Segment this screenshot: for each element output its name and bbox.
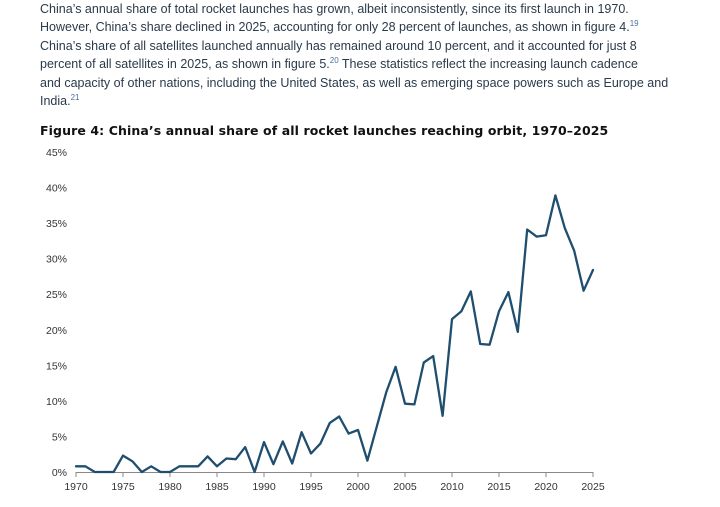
data-point xyxy=(451,318,453,320)
data-point xyxy=(319,442,321,445)
data-point xyxy=(291,462,293,465)
data-point xyxy=(564,227,566,229)
data-point xyxy=(310,452,312,455)
data-point xyxy=(507,291,509,293)
data-point xyxy=(244,446,246,448)
data-point xyxy=(442,415,444,417)
data-point xyxy=(526,228,528,231)
data-point xyxy=(263,441,265,443)
body-line-4-text-b: These statistics reflect the increasing … xyxy=(338,57,638,72)
data-point xyxy=(385,391,387,393)
data-point xyxy=(254,471,256,473)
data-point xyxy=(545,234,547,236)
x-tick-label: 2010 xyxy=(440,481,464,493)
data-point xyxy=(395,366,397,368)
data-point xyxy=(113,471,115,473)
data-point xyxy=(160,471,162,473)
data-point xyxy=(235,458,237,460)
data-point xyxy=(75,465,77,467)
data-point xyxy=(272,463,274,465)
data-point xyxy=(282,440,284,443)
y-tick-label: 10% xyxy=(46,396,67,408)
data-point xyxy=(141,471,143,473)
data-point xyxy=(376,425,378,428)
data-point xyxy=(366,460,368,462)
data-point xyxy=(592,269,594,271)
body-line-1: China’s annual share of total rocket lau… xyxy=(40,2,629,16)
x-tick-label: 2025 xyxy=(581,481,605,493)
data-point xyxy=(188,465,190,467)
y-axis-ticks: 0% 5% 10% 15% 20% 25% 30% 35% 40% 45% xyxy=(46,147,67,479)
data-point xyxy=(103,471,105,473)
body-line-4: percent of all satellites in 2025, as sh… xyxy=(40,55,680,73)
x-tick-label: 1970 xyxy=(64,481,88,493)
data-point xyxy=(517,331,519,333)
data-point xyxy=(432,355,434,357)
data-point xyxy=(338,415,340,418)
data-point xyxy=(348,433,350,435)
y-tick-label: 15% xyxy=(46,360,67,372)
body-line-6: India.21 xyxy=(40,92,680,110)
body-line-4-text-a: percent of all satellites in 2025, as sh… xyxy=(40,57,330,72)
data-point xyxy=(498,310,500,312)
x-tick-label: 1985 xyxy=(205,481,229,493)
data-point xyxy=(225,457,227,460)
data-point xyxy=(404,403,406,405)
footnote-19[interactable]: 19 xyxy=(629,19,639,29)
data-point xyxy=(423,361,425,364)
x-tick-label: 2000 xyxy=(346,481,370,493)
body-line-6-text: India. xyxy=(40,94,71,109)
data-point xyxy=(197,465,199,467)
data-point xyxy=(470,290,472,292)
figure-title: Figure 4: China’s annual share of all ro… xyxy=(40,123,609,138)
series-group xyxy=(74,194,595,474)
body-line-5: and capacity of other nations, including… xyxy=(40,75,669,90)
x-tick-label: 2015 xyxy=(487,481,511,493)
data-point xyxy=(301,431,303,433)
data-point xyxy=(150,465,152,467)
x-tick-label: 2020 xyxy=(534,481,558,493)
data-point xyxy=(413,403,415,406)
y-tick-label: 45% xyxy=(46,147,67,159)
data-point xyxy=(122,455,124,457)
footnote-21[interactable]: 21 xyxy=(70,93,80,103)
x-axis-ticks: 1970 1975 1980 1985 1990 1995 2000 2005 2010 2015… xyxy=(64,472,605,493)
data-point xyxy=(460,310,462,312)
data-point xyxy=(178,465,180,467)
data-point xyxy=(479,343,481,345)
y-tick-label: 0% xyxy=(52,467,67,479)
y-tick-label: 20% xyxy=(46,325,67,337)
data-point xyxy=(573,250,575,252)
data-point xyxy=(169,471,171,473)
x-tick-label: 1975 xyxy=(111,481,135,493)
y-tick-label: 25% xyxy=(46,289,67,301)
x-tick-label: 1980 xyxy=(158,481,182,493)
data-point xyxy=(536,236,538,238)
y-tick-label: 5% xyxy=(52,431,67,443)
body-paragraph: China’s annual share of total rocket lau… xyxy=(40,0,680,110)
x-tick-label: 1990 xyxy=(252,481,276,493)
data-point xyxy=(329,422,331,424)
data-point xyxy=(554,194,557,196)
y-tick-label: 35% xyxy=(46,218,67,230)
x-tick-label: 1995 xyxy=(299,481,323,493)
data-point xyxy=(94,471,96,473)
series-line xyxy=(74,194,595,474)
x-tick-label: 2005 xyxy=(393,481,417,493)
y-tick-label: 30% xyxy=(46,254,67,266)
data-point xyxy=(216,465,218,467)
data-point xyxy=(131,460,133,462)
y-tick-label: 40% xyxy=(46,183,67,195)
body-line-2-text: However, China’s share declined in 2025,… xyxy=(40,20,630,35)
data-point xyxy=(84,465,86,467)
data-point xyxy=(583,290,585,292)
footnote-20[interactable]: 20 xyxy=(329,56,339,66)
data-point xyxy=(207,455,209,457)
body-line-3: China’s share of all satellites launched… xyxy=(40,38,637,53)
body-line-2: However, China’s share declined in 2025,… xyxy=(40,18,680,36)
data-point xyxy=(489,344,491,346)
data-point xyxy=(357,429,359,431)
